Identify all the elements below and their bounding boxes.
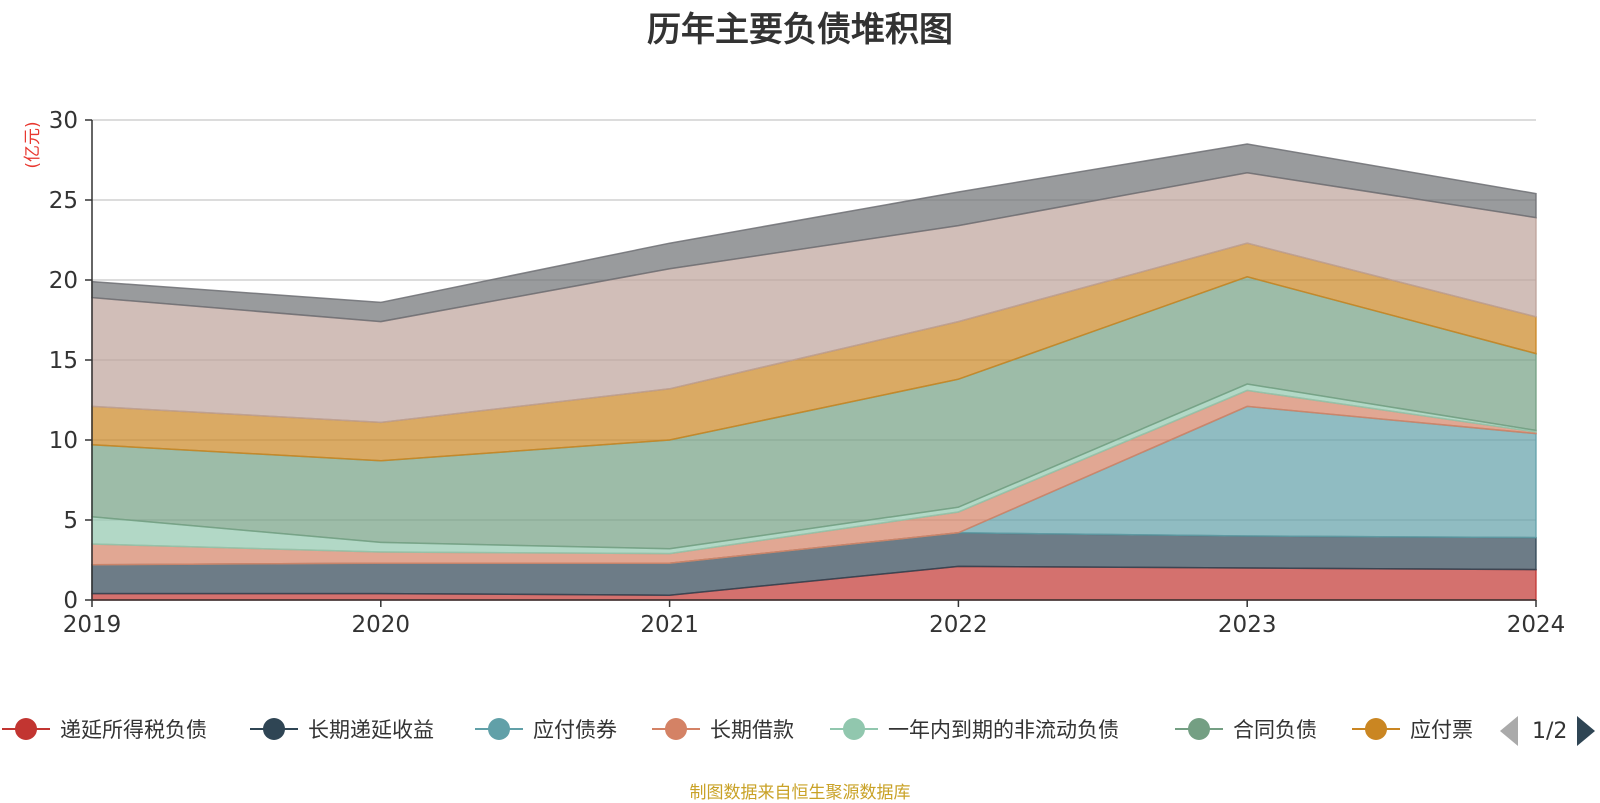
legend-item[interactable]: 一年内到期的非流动负债	[830, 712, 1119, 746]
legend-item[interactable]: 应付债券	[475, 712, 617, 746]
legend-marker-icon	[652, 712, 700, 746]
legend-marker-icon	[2, 712, 50, 746]
y-tick-label: 30	[49, 108, 78, 134]
legend-label: 一年内到期的非流动负债	[888, 718, 1119, 742]
x-tick-label: 2022	[929, 612, 988, 638]
x-tick-label: 2019	[63, 612, 122, 638]
legend-pager: 1/2	[1500, 714, 1596, 748]
legend-item[interactable]: 递延所得税负债	[2, 712, 207, 746]
axes: 0 5 10 15 20 25 30 2019 2020 2021 2022 2023 2024	[49, 108, 1566, 638]
x-tick-label: 2020	[352, 612, 411, 638]
x-tick-label: 2023	[1218, 612, 1277, 638]
y-tick-label: 15	[49, 348, 78, 374]
y-axis-unit-label: (亿元)	[23, 121, 43, 168]
next-page-arrow-icon[interactable]	[1577, 716, 1596, 746]
legend-marker-icon	[1352, 712, 1400, 746]
legend-label: 应付债券	[533, 718, 617, 742]
chart-title: 历年主要负债堆积图	[647, 10, 953, 50]
legend-page-indicator: 1/2	[1532, 718, 1568, 744]
y-tick-label: 5	[63, 508, 78, 534]
y-tick-label: 10	[49, 428, 78, 454]
legend-item[interactable]: 长期递延收益	[250, 712, 434, 746]
area-series	[91, 143, 1537, 601]
legend-marker-icon	[1175, 712, 1223, 746]
legend-item[interactable]: 应付票	[1352, 712, 1473, 746]
area-series-band	[91, 143, 1537, 323]
y-tick-label: 25	[49, 188, 78, 214]
legend-label: 应付票	[1410, 718, 1473, 742]
previous-page-arrow-icon[interactable]	[1500, 716, 1518, 746]
data-source-note: 制图数据来自恒生聚源数据库	[689, 783, 911, 803]
y-tick-label: 20	[49, 268, 78, 294]
x-tick-label: 2024	[1507, 612, 1566, 638]
legend-marker-icon	[250, 712, 298, 746]
legend-item[interactable]: 长期借款	[652, 712, 794, 746]
legend-marker-icon	[475, 712, 523, 746]
legend-label: 合同负债	[1233, 718, 1317, 742]
stacked-area-chart: 0 5 10 15 20 25 30 2019 2020 2021 2022 2023 2024 (亿元…	[23, 108, 1566, 638]
legend-label: 长期借款	[710, 718, 794, 742]
legend-marker-icon	[830, 712, 878, 746]
legend-label: 递延所得税负债	[60, 718, 207, 742]
x-tick-label: 2021	[640, 612, 699, 638]
chart-legend: 递延所得税负债 长期递延收益 应付债券 长期借款 一年内到期的非流动负债 合同负…	[0, 712, 1600, 746]
legend-label: 长期递延收益	[308, 718, 434, 742]
legend-item[interactable]: 合同负债	[1175, 712, 1317, 746]
y-tick-label: 0	[63, 588, 78, 614]
